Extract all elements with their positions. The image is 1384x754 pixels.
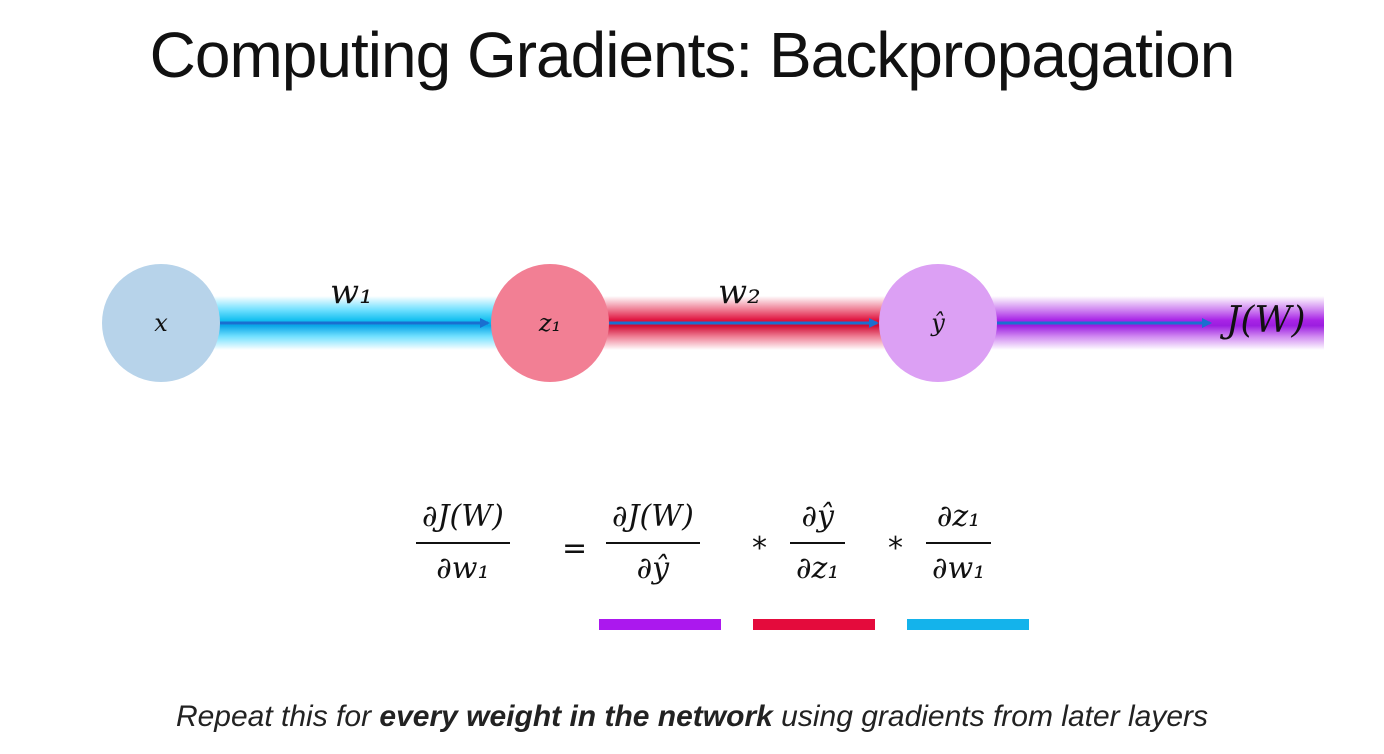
term3-fraction-bar bbox=[926, 542, 992, 544]
term3-underline bbox=[907, 619, 1029, 630]
footer-text-after: using gradients from later layers bbox=[772, 700, 1209, 733]
footer-caption: Repeat this for every weight in the netw… bbox=[0, 700, 1384, 734]
term3-denominator: ∂w₁ bbox=[932, 551, 986, 586]
term2-underline bbox=[753, 619, 875, 630]
node-z1-label: z₁ bbox=[538, 309, 562, 337]
node-x: x bbox=[102, 264, 220, 382]
lhs-fraction: ∂J(W) ∂w₁ bbox=[416, 495, 510, 591]
lhs-denominator: ∂w₁ bbox=[436, 551, 490, 586]
output-label: J(W) bbox=[1226, 300, 1306, 341]
edge-label-w2: w₂ bbox=[718, 272, 761, 312]
term2-numerator: ∂ŷ bbox=[801, 499, 834, 534]
lhs-fraction-bar bbox=[416, 542, 510, 544]
term1-fraction-bar bbox=[606, 542, 700, 544]
footer-text-before: Repeat this for bbox=[175, 700, 380, 733]
slide-title: Computing Gradients: Backpropagation bbox=[149, 19, 1236, 91]
term2-fraction: ∂ŷ ∂z₁ bbox=[790, 495, 846, 591]
term3-fraction: ∂z₁ ∂w₁ bbox=[926, 495, 992, 591]
lhs-numerator: ∂J(W) bbox=[422, 499, 504, 534]
footer-emphasis: every weight in the network bbox=[379, 700, 773, 733]
term3-numerator: ∂z₁ bbox=[936, 499, 981, 534]
chain-rule-equation: ∂J(W) ∂w₁ = ∂J(W) ∂ŷ * ∂ŷ ∂z₁ * ∂z₁ ∂w₁ bbox=[0, 495, 1384, 605]
multiply-sign-1: * bbox=[752, 531, 767, 566]
node-yhat-label: ŷ bbox=[931, 309, 945, 337]
term1-numerator: ∂J(W) bbox=[612, 499, 694, 534]
term2-denominator: ∂z₁ bbox=[796, 551, 840, 586]
term1-fraction: ∂J(W) ∂ŷ bbox=[606, 495, 700, 591]
term1-underline bbox=[599, 619, 721, 630]
equals-sign: = bbox=[562, 531, 588, 566]
node-x-label: x bbox=[154, 309, 168, 337]
edge-label-w1: w₁ bbox=[330, 272, 373, 312]
node-z1: z₁ bbox=[491, 264, 609, 382]
term2-fraction-bar bbox=[790, 542, 846, 544]
node-yhat: ŷ bbox=[879, 264, 997, 382]
multiply-sign-2: * bbox=[888, 531, 903, 566]
term1-denominator: ∂ŷ bbox=[636, 551, 670, 586]
